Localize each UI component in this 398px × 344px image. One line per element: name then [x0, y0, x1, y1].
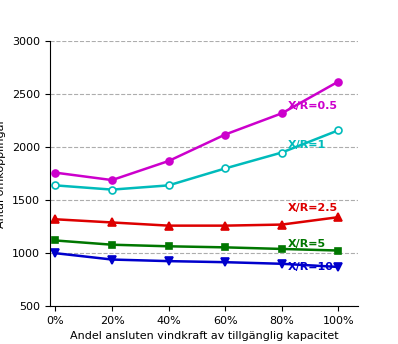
- X-axis label: Andel ansluten vindkraft av tillgänglig kapacitet: Andel ansluten vindkraft av tillgänglig …: [70, 331, 338, 342]
- Text: X/R=10: X/R=10: [287, 262, 334, 272]
- Text: X/R=2.5: X/R=2.5: [287, 203, 338, 213]
- Text: X/R=5: X/R=5: [287, 239, 326, 249]
- Text: X/R=1: X/R=1: [287, 140, 326, 150]
- Text: X/R=0.5: X/R=0.5: [287, 101, 338, 111]
- Y-axis label: Antal omkopplingar: Antal omkopplingar: [0, 119, 6, 228]
